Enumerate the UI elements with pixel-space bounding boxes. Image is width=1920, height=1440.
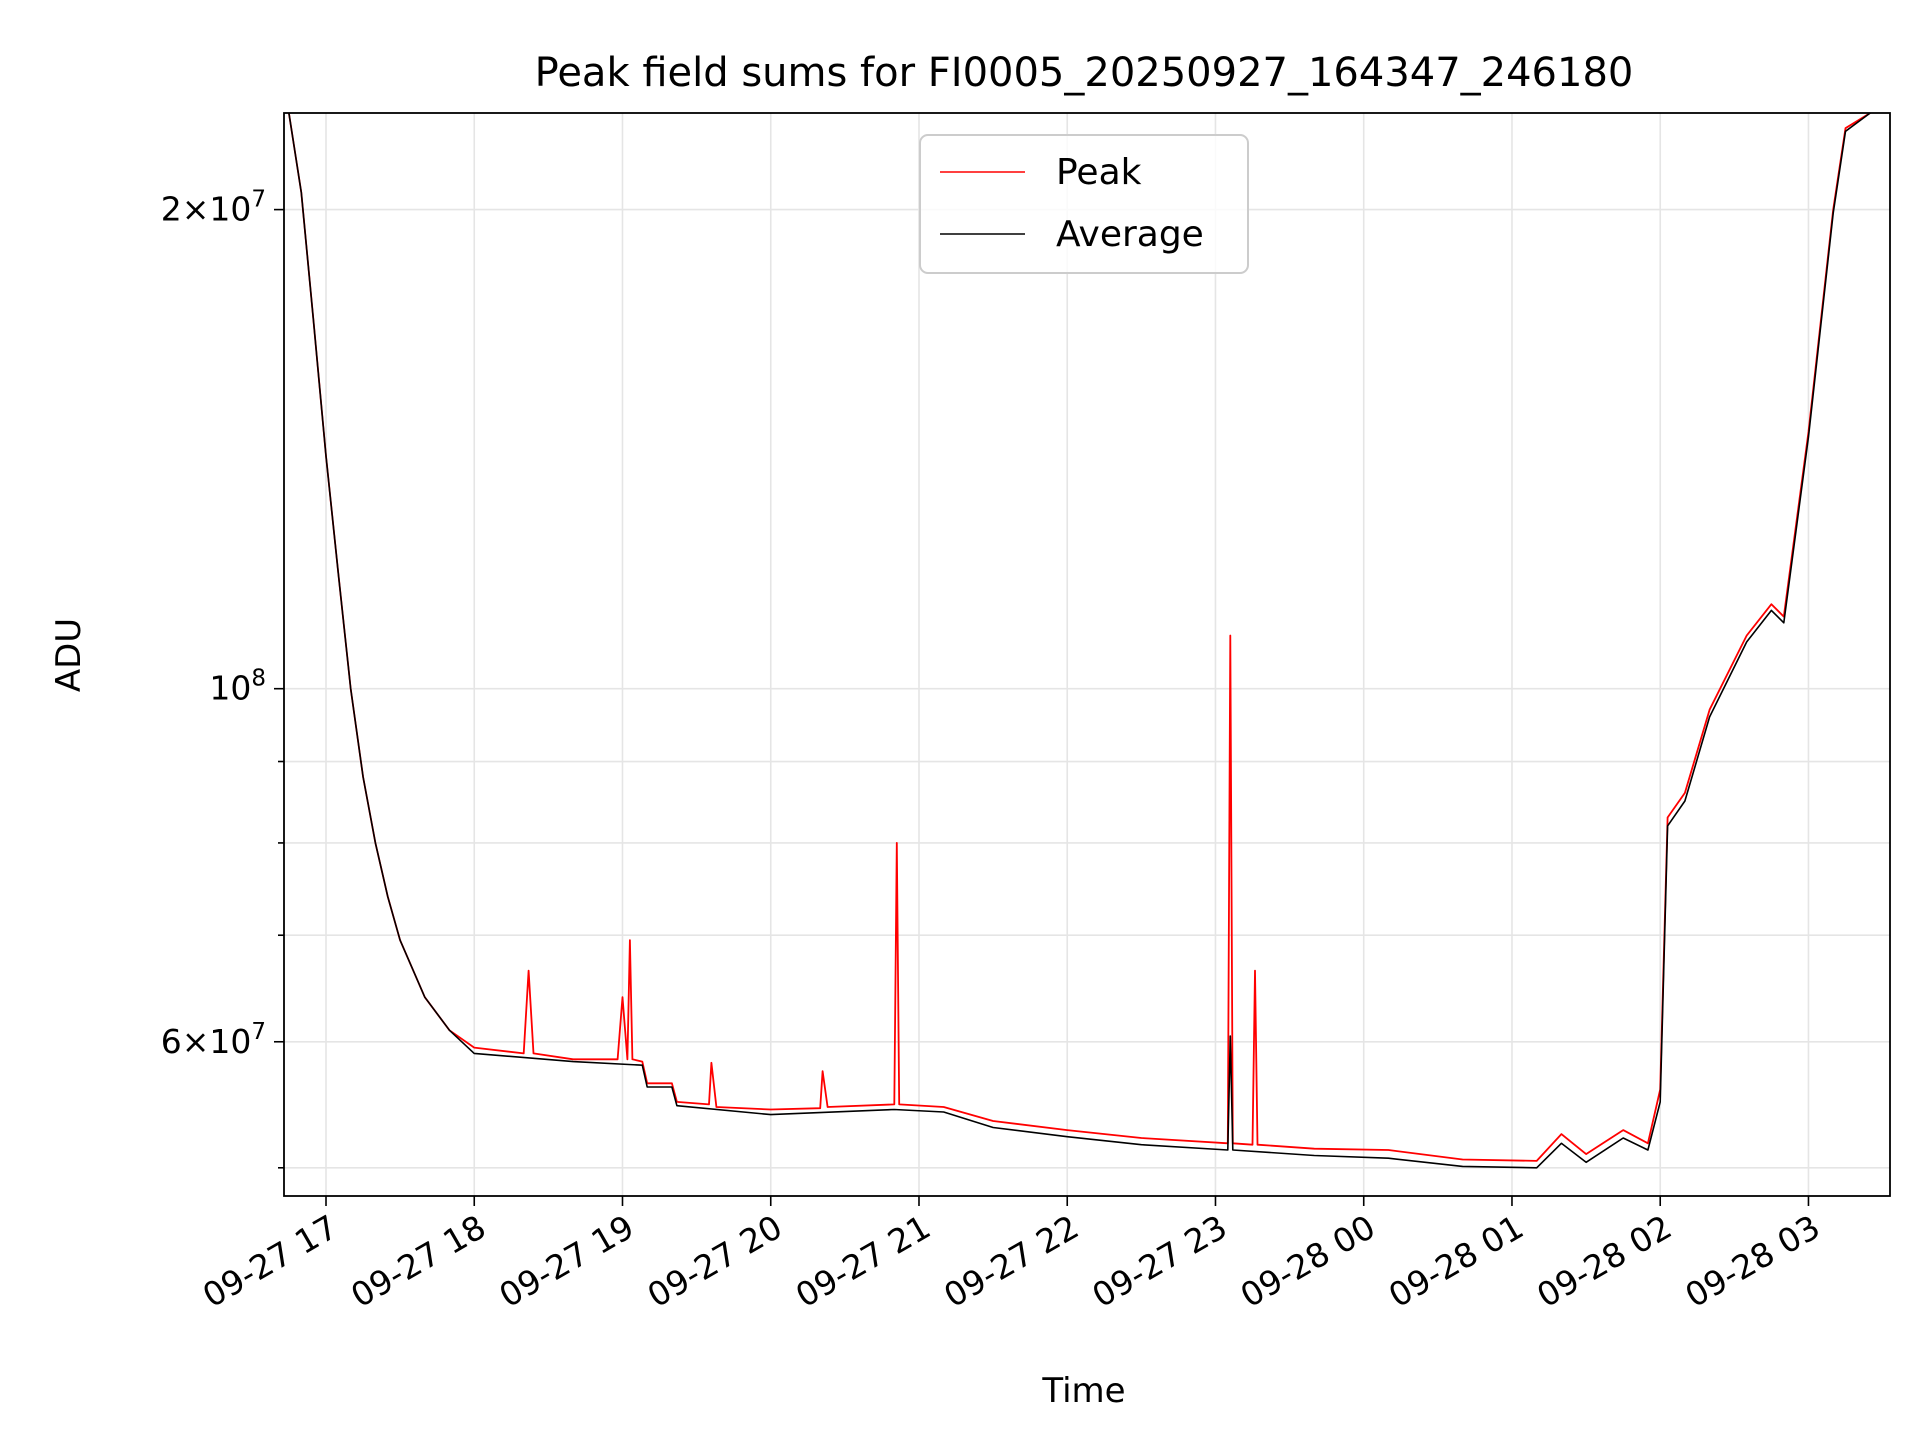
series-lines <box>288 112 1871 1169</box>
y-axis-label: ADU <box>49 618 89 692</box>
grid-lines <box>284 113 1890 1196</box>
plot-area-frame <box>283 112 1891 1197</box>
y-tick-label: 108 <box>209 666 266 708</box>
y-tick-label-base: 2×10 <box>161 190 252 229</box>
y-tick-label-exponent: 7 <box>251 1019 266 1045</box>
y-tick-label-exponent: 8 <box>251 666 266 692</box>
y-tick-label-exponent: 7 <box>251 187 266 213</box>
legend-label-peak: Peak <box>1056 152 1142 193</box>
y-tick-label: 6×107 <box>161 1019 266 1061</box>
legend-box <box>919 134 1249 274</box>
legend: Peak Average <box>919 134 1249 274</box>
y-tick-label-base: 10 <box>209 669 251 708</box>
y-tick-label: 2×107 <box>161 187 266 229</box>
series-line-average <box>288 112 1871 1169</box>
legend-label-average: Average <box>1056 214 1204 255</box>
y-tick-label-base: 6×10 <box>161 1022 252 1061</box>
x-axis-label: Time <box>1041 1371 1125 1411</box>
chart-title: Peak field sums for FI0005_20250927_1643… <box>535 50 1634 96</box>
